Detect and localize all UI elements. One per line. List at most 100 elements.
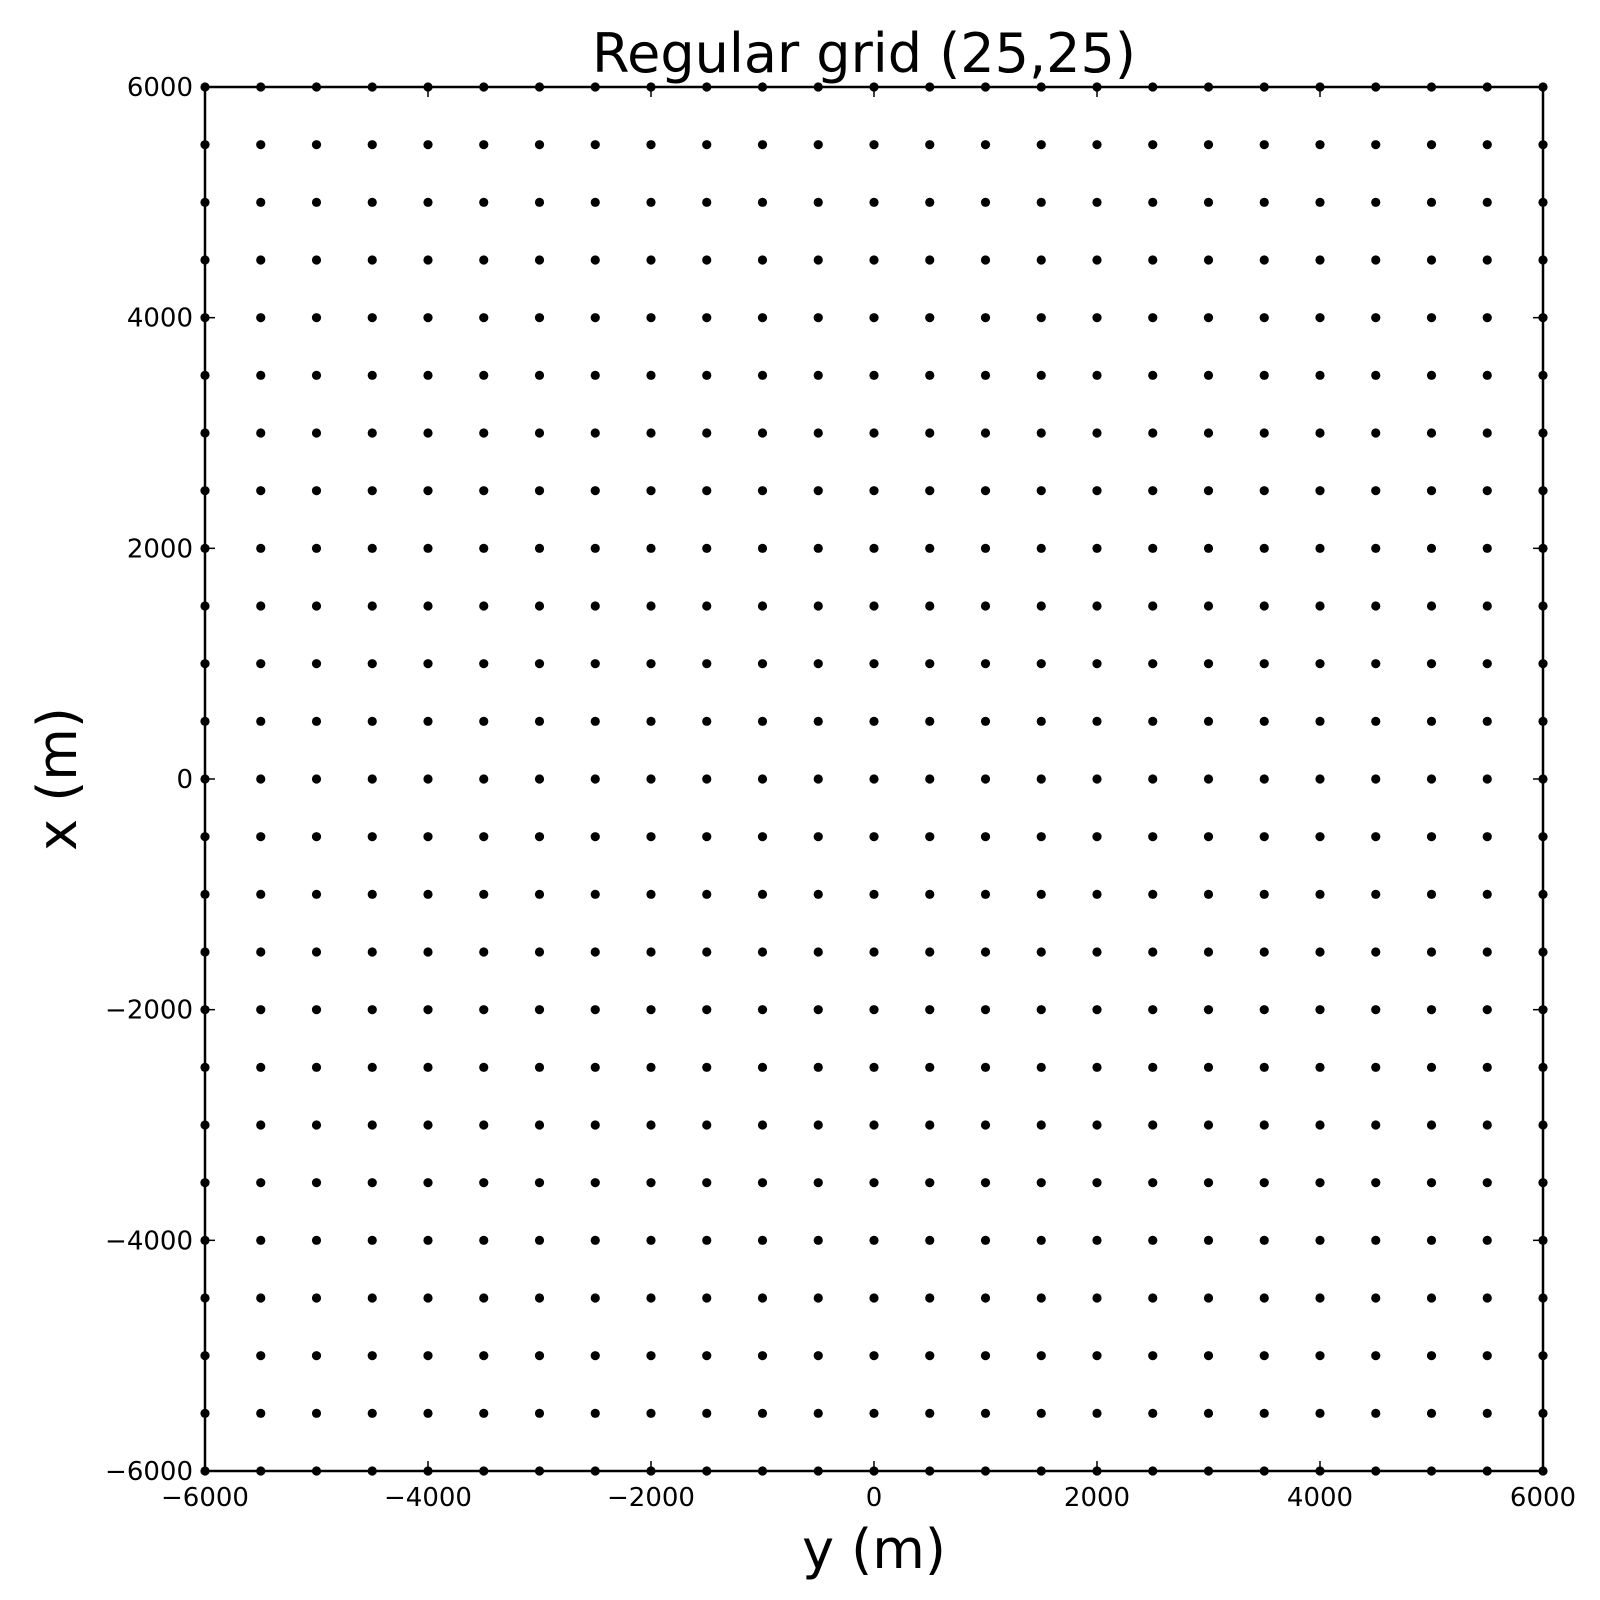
data-point <box>925 1005 935 1015</box>
data-point <box>1482 428 1492 438</box>
data-point <box>869 1062 879 1072</box>
data-point <box>367 1351 377 1361</box>
data-point <box>1148 889 1158 899</box>
data-point <box>1259 370 1269 380</box>
data-point <box>590 313 600 323</box>
data-point <box>1092 370 1102 380</box>
data-point <box>1259 140 1269 150</box>
data-point <box>534 889 545 899</box>
axis-ticks: −6000 −4000 −2000 0 2000 4000 6000 −6000 −4000 −2… <box>105 73 1576 1513</box>
data-point <box>256 543 266 553</box>
data-point <box>423 370 433 380</box>
data-point <box>534 486 545 496</box>
data-point <box>1259 1351 1269 1361</box>
data-point <box>757 659 768 669</box>
data-point <box>1036 255 1046 265</box>
data-point <box>311 659 322 669</box>
data-point <box>646 428 656 438</box>
data-point <box>757 947 768 957</box>
data-point <box>1371 716 1381 726</box>
x-tick-label: −2000 <box>607 1483 695 1513</box>
y-tick-label: 6000 <box>127 73 193 103</box>
data-point <box>813 140 823 150</box>
data-point <box>479 774 489 784</box>
data-point <box>1426 1408 1437 1418</box>
data-point <box>367 659 377 669</box>
data-point <box>702 1351 712 1361</box>
data-point <box>1036 832 1046 842</box>
data-point <box>1426 255 1437 265</box>
data-point <box>925 313 935 323</box>
data-point <box>1482 1293 1492 1303</box>
data-point <box>757 716 768 726</box>
data-point <box>1036 659 1046 669</box>
data-point <box>256 1120 266 1130</box>
data-point <box>1092 832 1102 842</box>
data-point <box>757 255 768 265</box>
data-point <box>980 832 991 842</box>
data-point <box>1371 1351 1381 1361</box>
data-point <box>311 370 322 380</box>
data-point <box>980 486 991 496</box>
data-point <box>590 601 600 611</box>
data-point <box>1371 428 1381 438</box>
data-point <box>980 1062 991 1072</box>
data-point <box>423 1178 433 1188</box>
data-point <box>1259 255 1269 265</box>
y-tick-label: −4000 <box>105 1226 193 1256</box>
data-point <box>702 255 712 265</box>
data-point <box>479 601 489 611</box>
data-point <box>590 947 600 957</box>
data-point <box>702 889 712 899</box>
data-point <box>1315 601 1325 611</box>
data-point <box>311 197 322 207</box>
data-point <box>980 313 991 323</box>
data-point <box>1426 428 1437 438</box>
data-point <box>479 197 489 207</box>
data-point <box>1148 1351 1158 1361</box>
data-point <box>590 1235 600 1245</box>
data-point <box>925 889 935 899</box>
data-point <box>534 140 545 150</box>
data-point <box>1482 1005 1492 1015</box>
data-point <box>1259 1062 1269 1072</box>
data-point <box>980 1178 991 1188</box>
data-point <box>702 486 712 496</box>
data-point <box>813 1005 823 1015</box>
data-point <box>869 1005 879 1015</box>
data-point <box>311 1062 322 1072</box>
data-point <box>1259 1235 1269 1245</box>
data-point <box>1315 716 1325 726</box>
data-point <box>423 1120 433 1130</box>
data-point <box>869 1408 879 1418</box>
data-point <box>256 947 266 957</box>
data-point <box>423 716 433 726</box>
data-point <box>479 659 489 669</box>
y-tick-label: −6000 <box>105 1457 193 1487</box>
data-point <box>423 486 433 496</box>
data-point <box>702 1120 712 1130</box>
data-point <box>1426 659 1437 669</box>
data-point <box>1203 716 1214 726</box>
data-point <box>1148 1408 1158 1418</box>
data-point <box>869 1120 879 1130</box>
data-point <box>980 947 991 957</box>
data-point <box>1148 428 1158 438</box>
data-point <box>590 1351 600 1361</box>
data-point <box>1426 1293 1437 1303</box>
y-tick-label: 0 <box>176 765 193 795</box>
data-point <box>534 1235 545 1245</box>
data-point <box>1203 601 1214 611</box>
data-point <box>1092 486 1102 496</box>
data-point <box>1482 1178 1492 1188</box>
data-point <box>1315 1178 1325 1188</box>
data-point <box>702 370 712 380</box>
data-point <box>1315 428 1325 438</box>
data-point <box>1203 659 1214 669</box>
data-point <box>813 1351 823 1361</box>
data-point <box>1482 255 1492 265</box>
data-point <box>1482 1235 1492 1245</box>
data-point <box>1148 832 1158 842</box>
data-point <box>590 197 600 207</box>
data-point <box>1482 716 1492 726</box>
